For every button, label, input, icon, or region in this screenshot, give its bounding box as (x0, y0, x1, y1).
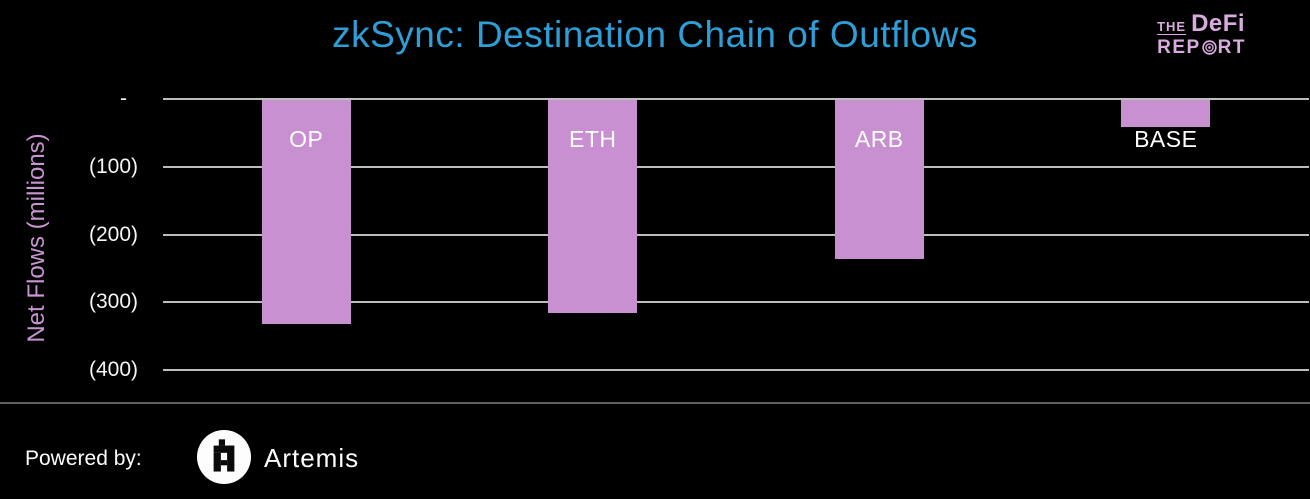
gridline-400 (163, 369, 1309, 371)
plot-area: OP ETH ARB BASE (163, 98, 1309, 371)
bar-label-arb: ARB (854, 126, 904, 152)
y-tick-label-200: (200) (88, 222, 138, 246)
y-tick-label-0: - (120, 87, 127, 110)
brand-report-left-label: REP (1157, 37, 1201, 58)
gridline-300 (163, 301, 1309, 304)
artemis-brand-label: Artemis (264, 443, 360, 473)
y-tick-label-400: (400) (88, 358, 138, 381)
y-tick-label-100: (100) (88, 154, 138, 178)
powered-by-label: Powered by: (25, 447, 142, 470)
brand-defi-label: DeFi (1191, 10, 1246, 37)
defi-report-logo: THE DeFi REP RT (1157, 12, 1246, 58)
chart-title: zkSync: Destination Chain of Outflows (332, 14, 978, 55)
y-axis-ticks: - (100) (200) (300) (400) (0, 87, 138, 381)
brand-line-2: REP RT (1157, 38, 1246, 57)
artemis-logo-icon (197, 430, 251, 484)
bar-op (261, 100, 351, 324)
bar-base (1121, 100, 1211, 128)
footer-divider (0, 402, 1310, 404)
bullseye-icon (1201, 40, 1217, 55)
bar-label-base: BASE (1134, 126, 1198, 152)
brand-line-1: THE DeFi (1157, 12, 1246, 36)
bar-eth (548, 100, 638, 314)
y-tick-label-300: (300) (88, 290, 138, 314)
brand-report-right-label: RT (1217, 37, 1246, 58)
bar-arb (834, 100, 924, 260)
gridline-200 (163, 233, 1309, 236)
gridline-0 (163, 98, 1309, 100)
brand-the-label: THE (1157, 19, 1187, 34)
bar-label-op: OP (289, 126, 324, 152)
gridline-100 (163, 165, 1309, 168)
bar-label-eth: ETH (569, 126, 617, 152)
